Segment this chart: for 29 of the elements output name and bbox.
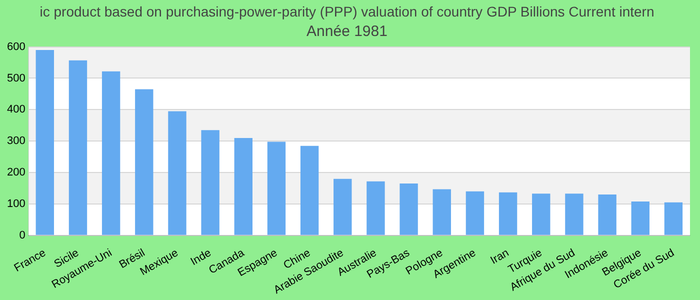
bar	[234, 138, 252, 235]
y-tick-label: 400	[6, 104, 26, 116]
bar	[300, 146, 319, 235]
chart-title: ic product based on purchasing-power-parity (PPP) valuation of country GDP Billions Current intern	[40, 3, 654, 20]
bar	[664, 202, 683, 235]
bar	[36, 50, 54, 235]
bar	[102, 71, 120, 235]
bar	[498, 192, 518, 235]
bar	[466, 191, 484, 235]
bar	[267, 142, 286, 235]
bar	[68, 60, 88, 235]
y-tick-label: 100	[6, 198, 26, 210]
chart-subtitle: Année 1981	[306, 22, 388, 40]
y-tick-label: 0	[19, 229, 26, 242]
bar	[565, 194, 584, 235]
y-tick-label: 300	[6, 135, 26, 148]
bar	[598, 194, 616, 235]
bar	[532, 194, 550, 235]
bar	[168, 111, 186, 235]
y-tick-label: 600	[6, 40, 26, 53]
bar	[400, 184, 418, 235]
y-tick-label: 500	[6, 72, 26, 84]
bar	[366, 181, 385, 235]
bar	[135, 89, 154, 235]
bar	[334, 178, 352, 235]
y-tick-label: 200	[6, 166, 26, 179]
bar	[631, 201, 650, 235]
bar	[432, 189, 451, 235]
bar	[201, 130, 220, 235]
